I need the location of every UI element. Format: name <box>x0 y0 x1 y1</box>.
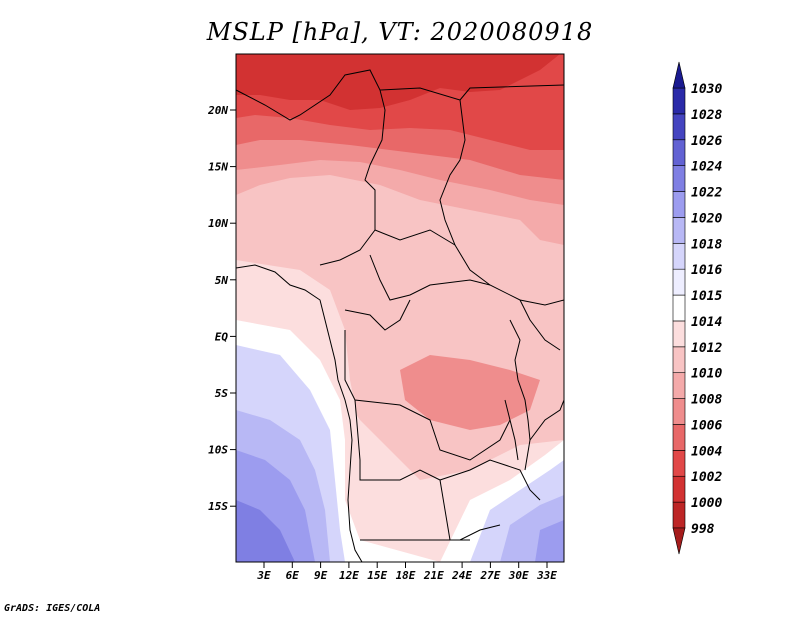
lon-tick-label: 15E <box>367 569 387 582</box>
grads-credit: GrADS: IGES/COLA <box>4 603 101 614</box>
colorbar-segment <box>672 113 686 141</box>
colorbar-label: 998 <box>691 522 715 537</box>
colorbar-label: 1022 <box>691 186 722 201</box>
field-congo-low <box>400 355 540 430</box>
map-title: MSLP [hPa], VT: 2020080918 <box>206 18 594 46</box>
colorbar-segment <box>672 450 686 477</box>
colorbar-low-arrow <box>672 527 686 555</box>
colorbar-segment <box>672 501 686 529</box>
colorbar-segment <box>672 398 686 425</box>
border-angola <box>354 399 470 541</box>
colorbar-segment <box>672 191 686 218</box>
colorbar-segment <box>672 294 686 322</box>
colorbar-label: 1000 <box>691 496 722 511</box>
lat-tick-label: EQ <box>215 330 229 343</box>
colorbar-segment <box>672 268 686 296</box>
colorbar-label: 1010 <box>691 367 722 382</box>
colorbar-label: 1014 <box>691 315 722 330</box>
border-south <box>360 524 501 541</box>
colorbar-segment <box>672 475 686 503</box>
colorbar-label: 1016 <box>691 263 722 278</box>
colorbar-label: 1020 <box>691 211 722 226</box>
border-north-1 <box>236 69 386 266</box>
country-borders <box>236 69 564 562</box>
colorbar-label: 1028 <box>691 108 722 123</box>
lat-tick-label: 10S <box>208 444 228 457</box>
lon-tick-label: 12E <box>339 569 359 582</box>
colorbar-segment <box>672 242 686 270</box>
longitude-axis: 3E 6E 9E 12E 15E 18E 21E 24E 27E 30E 33E <box>256 562 557 582</box>
field-deep-blue-ocean <box>236 500 295 562</box>
border-north-2 <box>379 87 564 306</box>
colorbar-segment <box>672 320 686 348</box>
colorbar: 998 1000 1002 1004 1006 1008 1010 1012 1014 1015 1… <box>672 61 722 555</box>
colorbar-segment <box>672 165 686 192</box>
colorbar-high-arrow <box>672 61 686 89</box>
lon-tick-label: 18E <box>396 569 416 582</box>
colorbar-label: 1008 <box>691 393 722 408</box>
lon-tick-label: 30E <box>508 569 529 582</box>
lon-tick-label: 21E <box>423 569 444 582</box>
colorbar-segment <box>672 346 686 374</box>
colorbar-label: 1012 <box>691 341 722 356</box>
plot-frame <box>235 53 565 563</box>
border-north-3 <box>459 84 564 101</box>
lon-tick-label: 24E <box>451 569 472 582</box>
field-se-blue <box>535 520 564 562</box>
lat-tick-label: 20N <box>207 104 228 117</box>
border-lake-tanganyika <box>504 399 519 461</box>
border-congo-1 <box>344 299 411 331</box>
border-east-1 <box>519 299 561 351</box>
coastline-west <box>236 264 363 562</box>
pressure-field <box>236 54 564 562</box>
border-zambia <box>439 459 541 501</box>
colorbar-label: 1015 <box>691 289 722 304</box>
colorbar-label: 1018 <box>691 237 722 252</box>
colorbar-label: 1030 <box>691 82 722 97</box>
border-south-east <box>529 399 564 441</box>
colorbar-label: 1006 <box>691 418 722 433</box>
lon-tick-label: 33E <box>536 569 557 582</box>
border-central-2 <box>369 254 491 301</box>
lat-tick-label: 15S <box>208 500 228 513</box>
latitude-axis: 20N 15N 10N 5N EQ 5S 10S 15S <box>207 104 236 513</box>
border-congo-2 <box>344 330 511 461</box>
lon-tick-label: 9E <box>314 569 328 582</box>
colorbar-segment <box>672 217 686 244</box>
field-deep-red-zone <box>236 54 560 110</box>
colorbar-label: 1024 <box>691 160 722 175</box>
lat-tick-label: 5S <box>215 387 229 400</box>
colorbar-label: 1004 <box>691 444 722 459</box>
lon-tick-label: 6E <box>286 569 300 582</box>
colorbar-segment <box>672 87 686 115</box>
lat-tick-label: 5N <box>215 274 229 287</box>
border-great-lakes <box>509 319 531 471</box>
colorbar-segment <box>672 372 686 399</box>
colorbar-segment <box>672 139 686 166</box>
lon-tick-label: 27E <box>479 569 500 582</box>
border-central-1 <box>374 229 456 246</box>
lat-tick-label: 15N <box>208 161 228 174</box>
lon-tick-label: 3E <box>256 569 271 582</box>
colorbar-label: 1026 <box>691 134 722 149</box>
colorbar-label: 1002 <box>691 470 722 485</box>
lat-tick-label: 10N <box>208 217 228 230</box>
colorbar-segment <box>672 424 686 451</box>
